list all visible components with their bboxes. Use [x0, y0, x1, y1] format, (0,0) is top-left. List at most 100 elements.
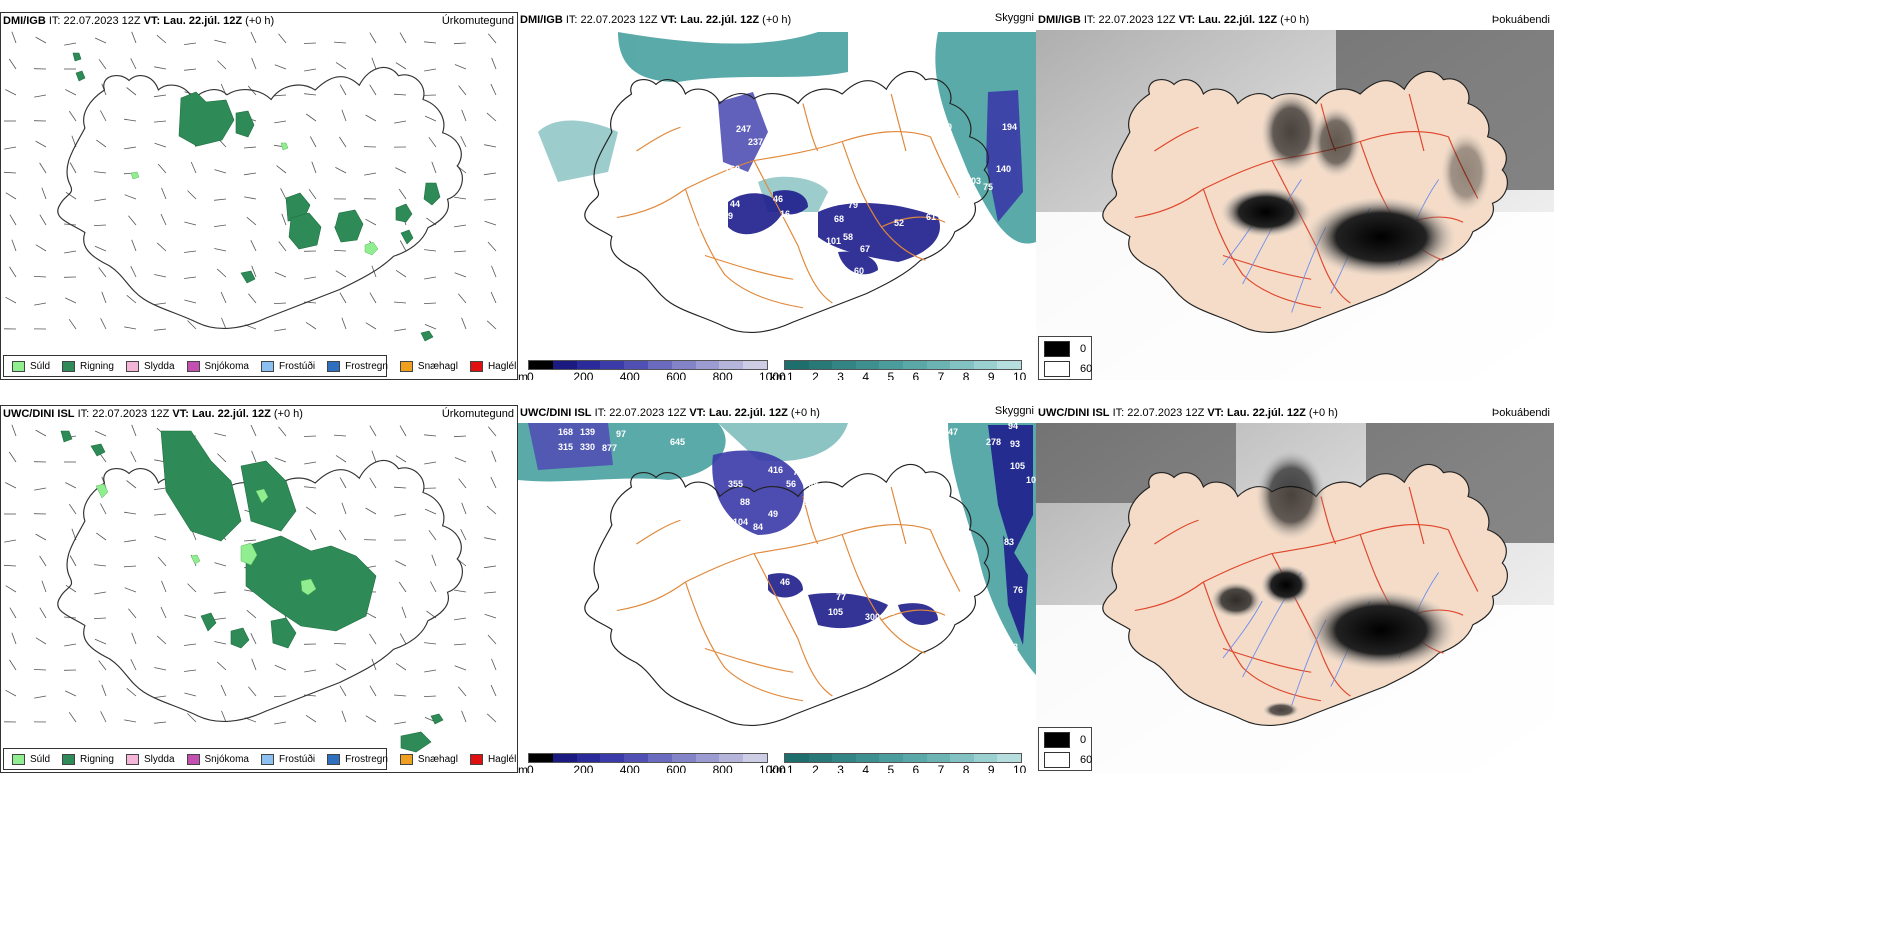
wind-barb	[458, 85, 467, 96]
wind-barb	[280, 188, 287, 200]
colorbar-tick: 5	[887, 370, 895, 380]
wind-barb	[278, 241, 287, 252]
wind-barb	[424, 508, 437, 515]
colorbar-segment	[576, 361, 601, 369]
colorbar-segment	[695, 361, 720, 369]
colorbar-tick: 1	[787, 370, 794, 380]
wind-barb	[487, 33, 497, 44]
valid-time: Lau. 22.júl. 12Z	[1226, 407, 1306, 419]
precip-blobs	[72, 52, 441, 342]
wind-barb	[123, 565, 137, 568]
wind-barb	[278, 33, 287, 44]
wind-barb	[131, 632, 137, 645]
init-label: IT:	[565, 14, 578, 26]
init-time: 22.07.2023 12Z	[609, 407, 687, 419]
wind-barb	[250, 633, 257, 645]
colorbar-segment	[719, 361, 744, 369]
wind-barb	[341, 710, 347, 723]
wind-barb	[131, 31, 137, 44]
colorbar-segment	[719, 754, 744, 762]
init-label: IT:	[594, 407, 607, 419]
wind-barb	[5, 89, 17, 96]
wind-barb	[341, 502, 347, 515]
valid-time: Lau. 22.júl. 12Z	[191, 408, 271, 420]
wind-barb	[214, 248, 227, 252]
visibility-value-label: 147	[943, 427, 958, 437]
wind-barb	[250, 424, 257, 437]
wind-barb	[130, 659, 137, 671]
visibility-value-label: 60	[942, 122, 952, 132]
panel-header: UWC/DINI ISL IT: 22.07.2023 12Z VT: Lau.…	[3, 408, 303, 420]
legend-label: Frostregn	[345, 753, 388, 765]
wind-barb	[154, 328, 167, 331]
wind-barb	[154, 535, 167, 541]
visibility-value-label: 46	[780, 577, 790, 587]
colorbar-tick: 5	[887, 763, 895, 773]
wind-barb	[214, 39, 227, 44]
wind-barb	[341, 109, 347, 122]
wind-barb	[430, 581, 437, 593]
precip-type-panel-dmi: DMI/IGB IT: 22.07.2023 12Z VT: Lau. 22.j…	[0, 12, 518, 380]
wind-barb	[94, 564, 107, 567]
wind-barb	[251, 265, 257, 278]
wind-barb	[39, 162, 47, 174]
colorbar-tick: 10	[1013, 763, 1027, 773]
wind-barb	[214, 617, 227, 620]
fog-blobs	[1211, 450, 1456, 718]
wind-barb	[394, 721, 407, 725]
wind-barb	[424, 115, 437, 122]
colorbar-segment	[671, 361, 696, 369]
wind-barb	[156, 242, 167, 252]
wind-barb	[339, 84, 347, 96]
wind-barb	[98, 267, 107, 278]
init-time: 22.07.2023 12Z	[92, 408, 170, 420]
fog-index-panel-uwc: UWC/DINI ISL IT: 22.07.2023 12Z VT: Lau.…	[1036, 405, 1554, 773]
wind-barb	[34, 487, 47, 491]
wind-barb	[39, 607, 47, 619]
colorbar-segment	[950, 361, 974, 369]
wind-barb	[98, 660, 107, 671]
wind-barb	[458, 478, 467, 489]
colorbar-tick: 200	[573, 370, 594, 380]
legend-swatch	[469, 360, 483, 372]
wind-barb	[369, 633, 377, 645]
colorbar-tick: 4	[862, 763, 870, 773]
panel-title: Skyggni	[994, 405, 1034, 417]
wind-barb	[65, 297, 77, 304]
fog-swatch-0	[1044, 341, 1070, 357]
colorbar-tick: 6	[912, 370, 920, 380]
model-name: DMI/IGB	[520, 14, 563, 26]
wind-barb	[490, 684, 497, 697]
visibility-value-label: 355	[728, 479, 743, 489]
wind-barb	[424, 434, 437, 437]
colorbar-segment	[695, 754, 720, 762]
panel-header: DMI/IGB IT: 22.07.2023 12Z VT: Lau. 22.j…	[520, 14, 791, 26]
model-name: UWC/DINI ISL	[3, 408, 75, 420]
wind-barb	[187, 320, 197, 330]
colorbar-tick: 9	[987, 763, 995, 773]
wind-barb	[339, 529, 347, 541]
wind-barb	[423, 302, 437, 304]
wind-barb	[484, 220, 497, 226]
wind-barb	[157, 163, 167, 174]
wind-barb	[274, 664, 287, 671]
wind-barb	[34, 302, 47, 306]
wind-barb	[369, 292, 377, 304]
wind-barb	[335, 167, 347, 174]
wind-barb	[491, 658, 497, 671]
wind-barb	[243, 539, 257, 542]
wind-barb	[395, 662, 407, 671]
legend-swatch	[260, 753, 274, 765]
visibility-value-label: 300	[865, 612, 880, 622]
valid-time: Lau. 22.júl. 12Z	[680, 14, 760, 26]
wind-barb	[5, 482, 17, 489]
colorbar-segment	[785, 361, 809, 369]
forecast-offset: (+0 h)	[1280, 14, 1310, 26]
wind-barb	[101, 291, 107, 304]
wind-barb	[64, 42, 77, 46]
fog-swatch-0	[1044, 732, 1070, 748]
visibility-value-label: 60	[854, 266, 864, 276]
wind-barb	[365, 114, 377, 122]
precip-type-panel-uwc: UWC/DINI ISL IT: 22.07.2023 12Z VT: Lau.…	[0, 405, 518, 773]
wind-barb	[94, 591, 107, 595]
